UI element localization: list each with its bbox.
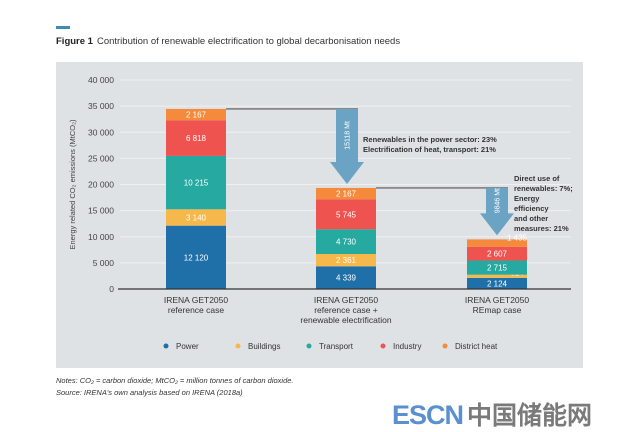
annotation-text: and other xyxy=(514,214,548,223)
reduction-arrow xyxy=(330,108,364,184)
bar-segment-transport xyxy=(467,260,527,275)
data-label: 2 167 xyxy=(336,190,357,199)
notes: Notes: CO₂ = carbon dioxide; MtCO₂ = mil… xyxy=(56,375,294,399)
y-tick-label: 35 000 xyxy=(88,101,114,111)
figure-title-text: Contribution of renewable electrificatio… xyxy=(96,36,401,47)
data-label: 1 435 xyxy=(507,233,528,242)
data-label: 6 818 xyxy=(186,134,207,143)
legend-label: Industry xyxy=(393,342,421,351)
notes-line: Notes: CO₂ = carbon dioxide; MtCO₂ = mil… xyxy=(56,376,294,385)
y-tick-label: 20 000 xyxy=(88,180,114,190)
data-label: 2 607 xyxy=(487,250,508,259)
y-tick-label: 25 000 xyxy=(88,153,114,163)
y-tick-label: 0 xyxy=(109,284,114,294)
legend-label: Buildings xyxy=(248,342,280,351)
data-label: 2 361 xyxy=(336,256,357,265)
data-label: 2 715 xyxy=(487,264,508,273)
annotation-text: Electrification of heat, transport: 21% xyxy=(363,145,496,154)
x-category-label: reference case + xyxy=(314,305,378,315)
bar-segment-industry xyxy=(467,246,527,261)
x-category-label: renewable electrification xyxy=(300,315,391,325)
bar-segment-transport xyxy=(166,155,226,210)
y-tick-label: 10 000 xyxy=(88,232,114,242)
bar-segment-district-heat xyxy=(316,187,376,200)
bar-segment-industry xyxy=(316,199,376,230)
data-label: 4 339 xyxy=(336,274,357,283)
data-label: 10 215 xyxy=(184,179,209,188)
legend-label: District heat xyxy=(455,342,498,351)
data-label: 2 124 xyxy=(487,279,508,288)
x-category-label: IRENA GET2050 xyxy=(164,295,229,305)
watermark-chinese: 中国储能网 xyxy=(467,402,593,430)
bar-segment-district-heat xyxy=(467,239,527,247)
data-label: 5 745 xyxy=(336,210,357,219)
y-tick-label: 30 000 xyxy=(88,127,114,137)
figure-label: Figure 1 xyxy=(56,36,93,47)
bar-segment-buildings xyxy=(166,209,226,226)
legend-label: Transport xyxy=(319,342,354,351)
legend-label: Power xyxy=(176,342,199,351)
annotation-text: efficiency xyxy=(514,204,549,213)
bar-segment-power xyxy=(166,225,226,289)
title-accent-bar xyxy=(56,26,70,29)
data-label: 12 120 xyxy=(184,253,209,262)
annotation-text: Renewables in the power sector: 23% xyxy=(363,135,497,144)
legend-marker xyxy=(380,343,386,349)
y-tick-label: 15 000 xyxy=(88,206,114,216)
data-label: 4 730 xyxy=(336,238,357,247)
bar-segment-industry xyxy=(166,120,226,156)
legend-marker xyxy=(235,343,241,349)
bar-segment-district-heat xyxy=(166,108,226,121)
annotation-text: Direct use of xyxy=(514,174,560,183)
bar-segment-buildings xyxy=(467,274,527,278)
reduction-arrow-label: 15118 Mt xyxy=(345,121,352,150)
escn-watermark-logo: ESCN 中国储能网 xyxy=(392,396,592,432)
reduction-arrow-label: 9846 Mt xyxy=(495,188,502,213)
x-category-label: IRENA GET2050 xyxy=(314,295,379,305)
y-tick-label: 40 000 xyxy=(88,75,114,85)
watermark-latin: ESCN xyxy=(392,400,464,430)
x-category-label: IRENA GET2050 xyxy=(465,295,530,305)
bar-segment-buildings xyxy=(316,253,376,267)
annotation-text: measures: 21% xyxy=(514,224,569,233)
x-category-label: REmap case xyxy=(473,305,522,315)
x-category-label: reference case xyxy=(168,305,224,315)
data-label: 3 140 xyxy=(186,213,207,222)
y-axis-label: Energy related CO₂ emissions (MtCO₂) xyxy=(68,119,77,250)
bar-segment-transport xyxy=(316,229,376,254)
figure-title: Figure 1 Contribution of renewable electr… xyxy=(56,36,400,47)
reduction-arrow xyxy=(480,187,514,236)
y-tick-label: 5 000 xyxy=(93,258,115,268)
annotation-text: Energy xyxy=(514,194,540,203)
legend-marker xyxy=(442,343,448,349)
data-label: 2 167 xyxy=(186,111,207,120)
legend-marker xyxy=(163,343,169,349)
annotation-text: renewables: 7%; xyxy=(514,184,573,193)
bar-segment-power xyxy=(467,277,527,289)
source-line: Source: IRENA's own analysis based on IR… xyxy=(56,388,243,397)
bar-segment-power xyxy=(316,266,376,289)
legend-marker xyxy=(306,343,312,349)
